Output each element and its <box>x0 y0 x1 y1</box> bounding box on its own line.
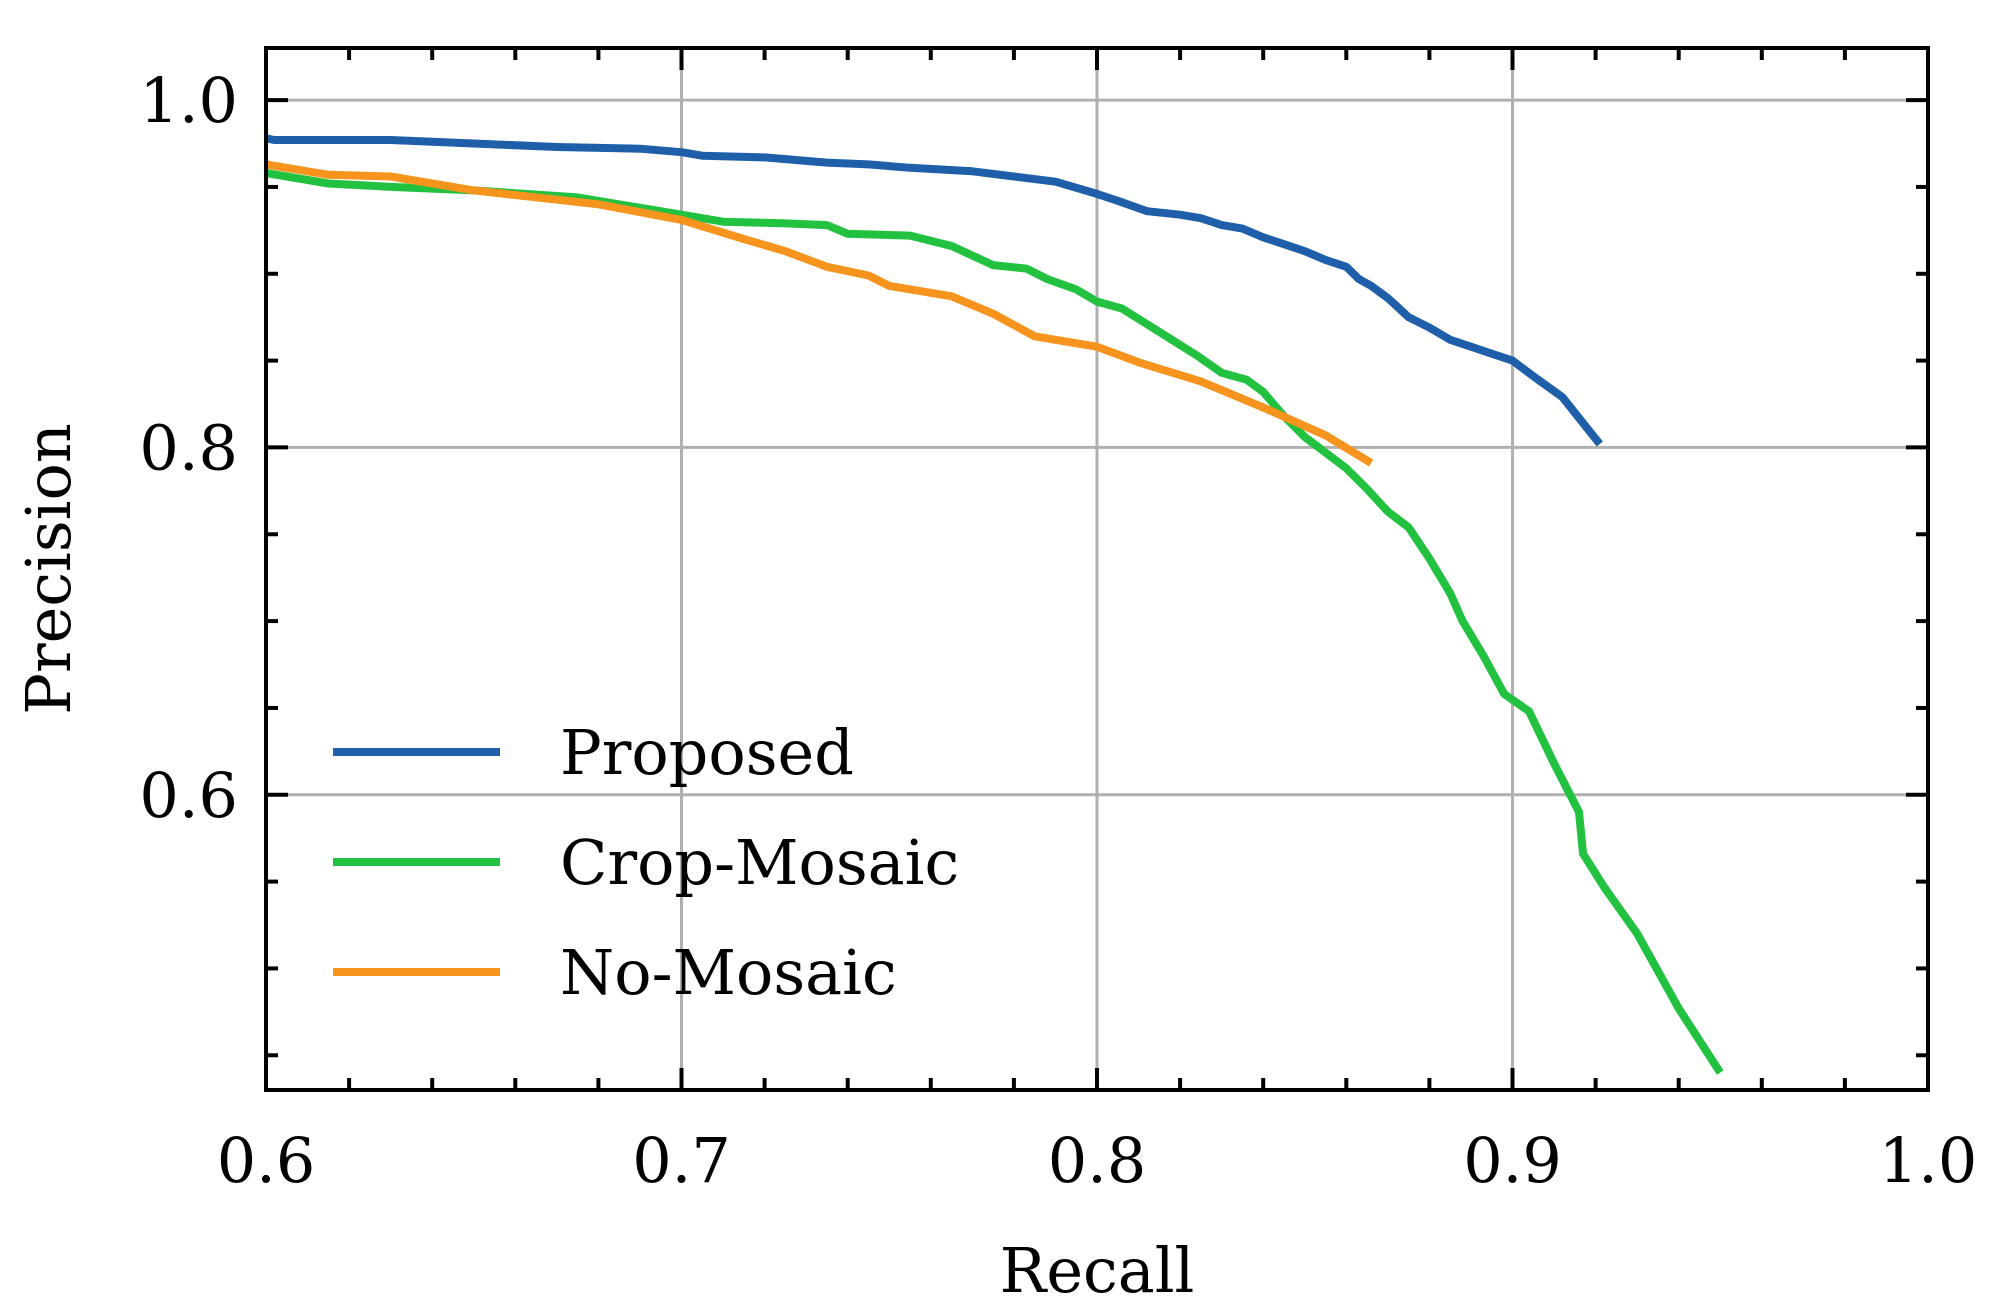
grid-lines <box>266 48 1928 1090</box>
legend-label-proposed: Proposed <box>560 716 854 789</box>
y-tick-label: 1.0 <box>139 64 238 137</box>
legend-label-crop-mosaic: Crop-Mosaic <box>560 826 959 899</box>
y-axis-title: Precision <box>12 423 85 715</box>
x-tick-label: 0.9 <box>1463 1124 1562 1197</box>
x-tick-label: 1.0 <box>1879 1124 1978 1197</box>
plot-frame <box>264 46 1930 1092</box>
series-line-no-mosaic <box>265 160 1374 467</box>
x-axis-title: Recall <box>1000 1234 1195 1307</box>
y-tick-label: 0.6 <box>139 759 238 832</box>
x-tick-label: 0.7 <box>632 1124 731 1197</box>
tick-labels: 0.6 0.7 0.8 0.9 1.0 0.6 0.8 1.0 <box>139 64 1977 1197</box>
y-tick-label: 0.8 <box>139 411 238 484</box>
series-line-crop-mosaic <box>265 169 1724 1075</box>
legend-label-no-mosaic: No-Mosaic <box>560 936 897 1009</box>
series-line-proposed <box>265 134 1603 447</box>
x-tick-label: 0.6 <box>217 1124 316 1197</box>
legend: Proposed Crop-Mosaic No-Mosaic <box>333 716 959 1009</box>
series-lines <box>265 134 1724 1075</box>
x-tick-label: 0.8 <box>1048 1124 1147 1197</box>
